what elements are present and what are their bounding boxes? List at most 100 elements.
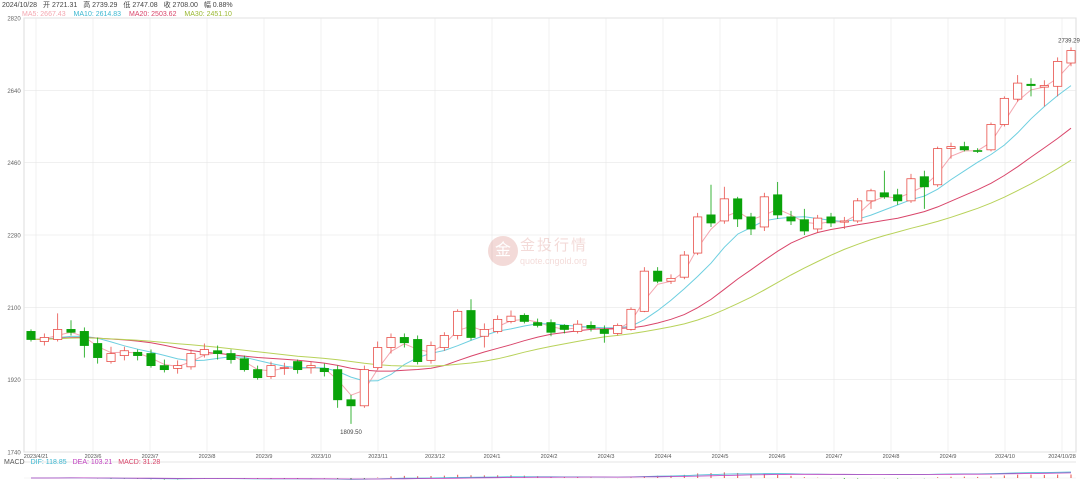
ma10-line <box>30 85 1072 382</box>
info-open: 开 2721.31 <box>43 2 78 9</box>
candle-body <box>826 216 836 224</box>
candle-body <box>533 322 543 326</box>
candle-body <box>946 146 956 150</box>
high-price-label: 2739.29 <box>1058 38 1080 44</box>
candle-body <box>586 325 596 329</box>
x-tick-label: 2023/9 <box>256 454 273 460</box>
candle-body <box>439 335 449 348</box>
y-tick-label: 2640 <box>7 89 21 95</box>
candle-body <box>813 217 823 230</box>
candle-body <box>386 337 396 348</box>
candle-body <box>93 343 103 358</box>
candle-body <box>879 192 889 198</box>
candle-body <box>253 369 263 379</box>
candle-body <box>893 194 903 202</box>
candle-body <box>759 196 769 228</box>
candle-body <box>199 349 209 356</box>
candle-body <box>639 270 649 312</box>
y-tick-label: 2820 <box>7 17 21 23</box>
moving-average-lines <box>30 62 1072 396</box>
candle-body <box>399 337 409 344</box>
candle-body <box>279 367 289 369</box>
price-info-bar: 2024/10/28 开 2721.31 高 2739.29 低 2747.08… <box>2 0 237 11</box>
candle-body <box>186 353 196 368</box>
x-tick-label: 2024/7 <box>826 454 843 460</box>
candle-body <box>493 318 503 332</box>
legend-ma10: MA10: 2614.83 <box>73 11 122 18</box>
candle-body <box>293 361 303 371</box>
x-tick-labels: 2023/4/21 2023/6 2023/7 2023/8 2023/9 2023/10… <box>24 454 1076 460</box>
x-tick-label: 2023/12 <box>425 454 445 460</box>
candle-body <box>1026 83 1036 86</box>
candle-body <box>1066 50 1076 64</box>
candle-body <box>119 350 129 356</box>
macd-panel <box>24 461 1076 480</box>
candle-body <box>679 254 689 278</box>
x-tick-label: 2024/9 <box>940 454 957 460</box>
candle-body <box>133 351 143 356</box>
x-tick-label: 2023/8 <box>199 454 216 460</box>
candle-body <box>239 358 249 371</box>
x-tick-label: 2024/6 <box>769 454 786 460</box>
candle-body <box>746 216 756 230</box>
candle-body <box>933 148 943 186</box>
info-low: 低 2747.08 <box>123 2 158 9</box>
y-tick-labels: 2820 2640 2460 2280 2100 1920 1740 <box>7 17 21 457</box>
candle-body <box>453 310 463 336</box>
x-tick-label: 2024/8 <box>883 454 900 460</box>
candle-body <box>666 277 676 282</box>
candle-body <box>973 150 983 152</box>
x-tick-label: 2024/3 <box>598 454 615 460</box>
candle-body <box>959 146 969 151</box>
candle-body <box>39 337 49 342</box>
macd-label: MACD <box>4 459 25 466</box>
grid-lines <box>23 17 1077 453</box>
info-close: 收 2708.00 <box>163 2 198 9</box>
x-tick-label: 2024/2 <box>541 454 558 460</box>
candle-body <box>866 190 876 202</box>
candle-body <box>853 200 863 222</box>
macd-dif: DIF: 118.85 <box>30 459 67 466</box>
dea-line <box>31 472 1072 480</box>
y-tick-label: 2280 <box>7 234 21 240</box>
candle-body <box>346 399 356 407</box>
x-tick-label: 2024/1 <box>484 454 501 460</box>
candle-body <box>1053 61 1063 87</box>
candle-body <box>79 331 89 346</box>
candle-body <box>146 353 156 367</box>
candle-body <box>1013 82 1023 100</box>
info-date: 2024/10/28 <box>2 2 38 9</box>
candle-body <box>226 353 236 360</box>
candle-body <box>986 124 996 151</box>
candle-body <box>519 314 529 322</box>
x-tick-label: 2024/10 <box>995 454 1015 460</box>
candle-body <box>173 365 183 369</box>
candle-body <box>693 216 703 254</box>
candle-body <box>359 369 369 407</box>
candle-body <box>53 329 63 340</box>
candle-body <box>1039 85 1049 88</box>
x-tick-label: 2023/10 <box>311 454 331 460</box>
annotations: 1809.50 2739.29 <box>340 38 1080 436</box>
x-tick-label: 2024/10/28 <box>1048 454 1076 460</box>
candle-body <box>733 198 743 220</box>
ma5-line <box>30 62 1072 396</box>
candles <box>26 47 1076 424</box>
candle-body <box>306 365 316 369</box>
candle-body <box>573 323 583 332</box>
candle-body <box>426 345 436 361</box>
legend-ma30: MA30: 2451.10 <box>184 11 232 18</box>
candle-body <box>653 270 663 282</box>
x-tick-label: 2024/4 <box>655 454 672 460</box>
candle-body <box>213 350 223 354</box>
low-price-label: 1809.50 <box>340 430 362 436</box>
candle-body <box>266 365 276 377</box>
candle-body <box>706 214 716 224</box>
candle-body <box>413 339 423 362</box>
candle-body <box>999 97 1009 125</box>
candle-body <box>719 198 729 222</box>
candle-body <box>506 315 516 322</box>
candle-body <box>546 322 556 333</box>
candle-body <box>106 353 116 362</box>
